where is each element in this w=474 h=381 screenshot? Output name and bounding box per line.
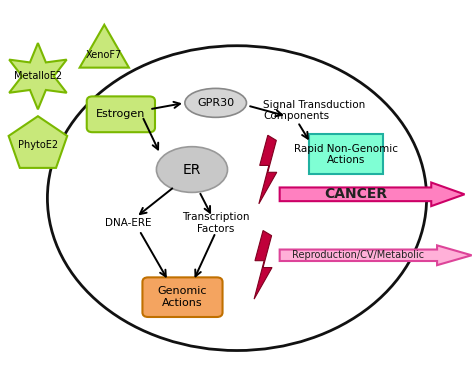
Text: Rapid Non-Genomic
Actions: Rapid Non-Genomic Actions	[294, 144, 398, 165]
Polygon shape	[80, 25, 129, 68]
Text: Signal Transduction
Components: Signal Transduction Components	[263, 100, 365, 121]
Polygon shape	[280, 182, 465, 206]
FancyBboxPatch shape	[87, 96, 155, 132]
Text: MetalloE2: MetalloE2	[14, 71, 62, 81]
Polygon shape	[9, 43, 67, 109]
Circle shape	[47, 46, 427, 351]
Text: Estrogen: Estrogen	[96, 109, 146, 119]
Text: Reproduction/CV/Metabolic: Reproduction/CV/Metabolic	[292, 250, 424, 260]
Ellipse shape	[156, 147, 228, 192]
Text: Genomic
Actions: Genomic Actions	[158, 287, 207, 308]
Text: CANCER: CANCER	[324, 187, 387, 201]
Polygon shape	[9, 116, 67, 168]
Ellipse shape	[185, 88, 246, 117]
Polygon shape	[254, 231, 272, 299]
Text: GPR30: GPR30	[197, 98, 234, 108]
Text: PhytoE2: PhytoE2	[18, 140, 58, 150]
FancyBboxPatch shape	[309, 134, 383, 174]
Text: Transcription
Factors: Transcription Factors	[182, 212, 249, 234]
Text: XenoF7: XenoF7	[86, 50, 122, 60]
Text: DNA-ERE: DNA-ERE	[105, 218, 151, 228]
FancyBboxPatch shape	[142, 277, 222, 317]
Polygon shape	[259, 135, 277, 204]
Text: ER: ER	[183, 163, 201, 176]
Polygon shape	[280, 245, 472, 265]
